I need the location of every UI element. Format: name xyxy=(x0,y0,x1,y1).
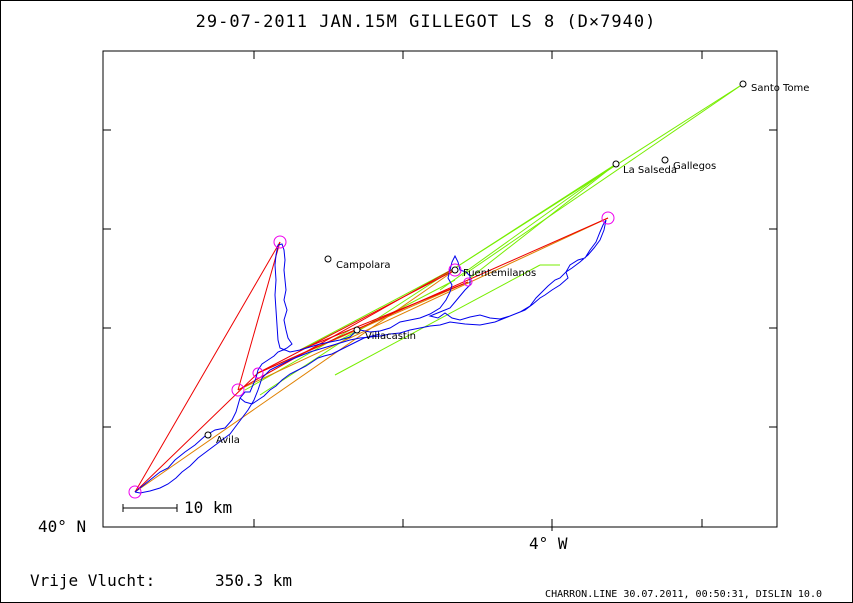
flight-type-label: Vrije Vlucht: xyxy=(30,571,155,590)
scale-bar xyxy=(122,504,178,512)
map-title: 29-07-2011 JAN.15M GILLEGOT LS 8 (D×7940… xyxy=(196,12,657,32)
turnpoints xyxy=(128,211,615,499)
place-label-campolara: Campolara xyxy=(336,260,390,271)
place-marker-villacastin xyxy=(353,326,361,334)
place-marker-fuentemilanos xyxy=(451,266,459,274)
place-marker-campolara xyxy=(324,255,332,263)
place-marker-avila xyxy=(204,431,212,439)
gps-track xyxy=(134,219,607,494)
place-label-santo-tome: Santo Tome xyxy=(751,83,809,94)
latitude-label: 40° N xyxy=(38,517,86,536)
longitude-label: 4° W xyxy=(529,534,568,553)
gps-track-2 xyxy=(239,333,381,405)
place-label-la-salseda: La Salseda xyxy=(623,165,677,176)
place-label-avila: Avila xyxy=(216,435,240,446)
axis-ticks xyxy=(103,51,777,531)
place-label-villacastin: Villacastin xyxy=(365,331,416,342)
turnpoint-5 xyxy=(463,277,473,287)
turnpoint-3 xyxy=(252,367,264,379)
place-marker-la-salseda xyxy=(612,160,620,168)
place-markers xyxy=(204,80,747,439)
place-marker-santo-tome xyxy=(739,80,747,88)
place-marker-gallegos xyxy=(661,156,669,164)
place-label-fuentemilanos: Fuentemilanos xyxy=(463,268,536,279)
turnpoint-6 xyxy=(601,211,615,225)
green-lines xyxy=(244,83,744,396)
place-label-gallegos: Gallegos xyxy=(673,161,716,172)
scale-bar-label: 10 km xyxy=(184,498,232,517)
plot-frame xyxy=(102,50,778,528)
footer-info: CHARRON.LINE 30.07.2011, 00:50:31, DISLI… xyxy=(545,589,822,600)
flight-distance: 350.3 km xyxy=(215,571,292,590)
route-lines xyxy=(134,217,609,493)
turnpoint-1 xyxy=(273,235,287,249)
turnpoint-2 xyxy=(231,383,245,397)
turnpoint-start xyxy=(128,485,142,499)
turnpoint-4 xyxy=(448,263,462,277)
